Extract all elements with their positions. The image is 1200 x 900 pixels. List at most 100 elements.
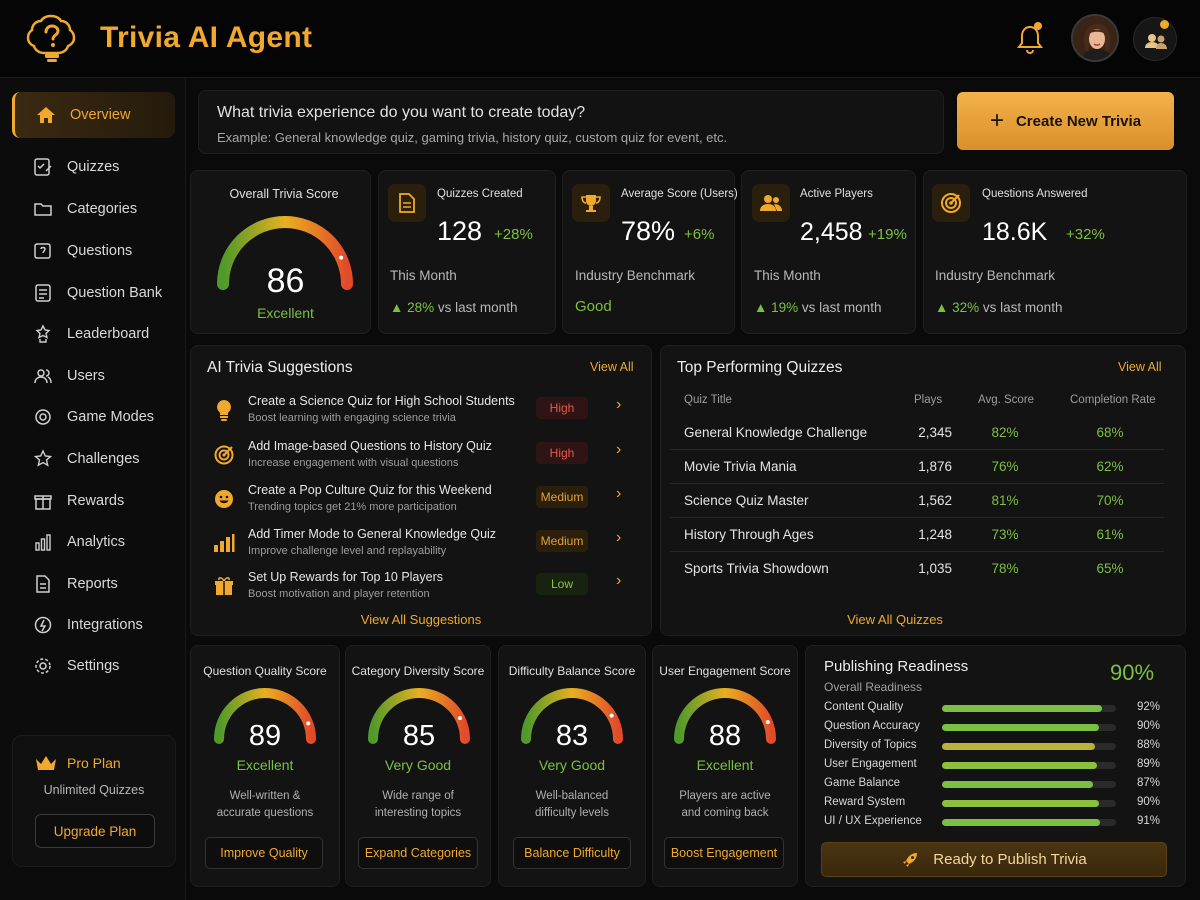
sidebar-item-settings[interactable]: Settings: [12, 643, 175, 689]
sidebar-item-overview[interactable]: Overview: [12, 92, 175, 138]
ready-to-publish-button[interactable]: Ready to Publish Trivia: [821, 842, 1167, 877]
sidebar-item-leaderboard[interactable]: Leaderboard: [12, 311, 175, 357]
readiness-row: Game Balance 87%: [824, 775, 1164, 794]
score-value: 89: [248, 720, 282, 752]
sidebar-item-label: Integrations: [67, 617, 143, 633]
gear-icon: [32, 655, 54, 677]
stat-sub: This Month: [754, 268, 821, 283]
priority-badge: High: [536, 442, 588, 464]
improve-quality-button[interactable]: Improve Quality: [205, 837, 323, 869]
view-all-suggestions-link[interactable]: View All Suggestions: [360, 612, 482, 627]
table-row[interactable]: Sports Trivia Showdown 1,035 78% 65%: [670, 552, 1164, 586]
suggestion-item[interactable]: Add Image-based Questions to History Qui…: [208, 439, 638, 479]
gauge-marker: [457, 716, 462, 721]
suggestion-item[interactable]: Create a Science Quiz for High School St…: [208, 394, 638, 434]
suggestion-item[interactable]: Set Up Rewards for Top 10 Players Boost …: [208, 570, 638, 610]
prompt-example: Example: General knowledge quiz, gaming …: [217, 130, 728, 145]
chevron-right-icon[interactable]: ›: [616, 485, 622, 502]
table-row[interactable]: General Knowledge Challenge 2,345 82% 68…: [670, 416, 1164, 450]
suggestion-item[interactable]: Create a Pop Culture Quiz for this Weeke…: [208, 483, 638, 523]
team-button[interactable]: [1133, 17, 1177, 61]
stat-footer-text: vs last month: [437, 300, 518, 315]
user-avatar[interactable]: [1071, 14, 1119, 62]
score-title: Question Quality Score: [203, 664, 327, 678]
stat-delta: +28%: [494, 226, 533, 243]
chevron-right-icon[interactable]: ›: [616, 529, 622, 546]
sidebar-item-label: Analytics: [67, 534, 126, 550]
readiness-bar-fill: [942, 762, 1097, 769]
sidebar-item-game-modes[interactable]: Game Modes: [12, 394, 175, 440]
top-quizzes-view-all-link[interactable]: View All: [1118, 360, 1162, 374]
suggestion-title: Create a Pop Culture Quiz for this Weeke…: [248, 483, 492, 497]
sidebar-item-question-bank[interactable]: Question Bank: [12, 270, 175, 316]
document-icon: [388, 184, 426, 222]
sidebar-item-label: Reports: [67, 576, 118, 592]
publish-label: Ready to Publish Trivia: [933, 851, 1087, 868]
suggestion-item[interactable]: Add Timer Mode to General Knowledge Quiz…: [208, 527, 638, 567]
table-row[interactable]: Science Quiz Master 1,562 81% 70%: [670, 484, 1164, 518]
suggestion-title: Set Up Rewards for Top 10 Players: [248, 570, 444, 584]
stat-value: 18.6K: [982, 218, 1048, 246]
sidebar-item-questions[interactable]: Questions: [12, 228, 175, 274]
table-row[interactable]: Movie Trivia Mania 1,876 76% 62%: [670, 450, 1164, 484]
sidebar-item-users[interactable]: Users: [12, 353, 175, 399]
readiness-row: User Engagement 89%: [824, 756, 1164, 775]
readiness-bar-fill: [942, 819, 1101, 826]
sidebar-item-label: Users: [67, 368, 105, 384]
stat-footer-text: vs last month: [801, 300, 882, 315]
chevron-right-icon[interactable]: ›: [616, 396, 622, 413]
stat-footer-value: 19%: [771, 300, 799, 315]
plan-subtitle: Unlimited Quizzes: [43, 783, 145, 797]
suggestion-title: Add Image-based Questions to History Qui…: [248, 439, 492, 453]
upgrade-plan-button[interactable]: Upgrade Plan: [35, 814, 155, 848]
completion-cell: 62%: [1096, 459, 1124, 474]
expand-categories-button[interactable]: Expand Categories: [358, 837, 478, 869]
priority-badge: High: [536, 397, 588, 419]
prompt-question: What trivia experience do you want to cr…: [217, 104, 586, 121]
top-quizzes-title: Top Performing Quizzes: [677, 359, 843, 376]
sidebar-item-label: Game Modes: [67, 409, 155, 425]
plays-cell: 1,035: [918, 561, 952, 576]
sidebar-item-categories[interactable]: Categories: [12, 186, 175, 232]
sidebar-item-analytics[interactable]: Analytics: [12, 519, 175, 565]
sidebar-item-quizzes[interactable]: Quizzes: [12, 144, 175, 190]
balance-difficulty-button[interactable]: Balance Difficulty: [513, 837, 631, 869]
column-header-plays: Plays: [914, 394, 943, 406]
score-gauge: [368, 688, 470, 744]
readiness-pct: 90%: [1136, 720, 1160, 732]
suggestion-desc: Increase engagement with visual question…: [248, 457, 459, 469]
plays-cell: 1,248: [918, 527, 952, 542]
view-all-quizzes-link[interactable]: View All Quizzes: [847, 612, 943, 627]
leaderboard-icon: [32, 323, 54, 345]
stat-footer-value: 32%: [952, 300, 980, 315]
overall-score-label: Excellent: [257, 305, 314, 321]
score-desc: Well-written & accurate questions: [190, 788, 340, 822]
chevron-right-icon[interactable]: ›: [616, 572, 622, 589]
completion-cell: 68%: [1096, 425, 1124, 440]
suggestions-view-all-link[interactable]: View All: [590, 360, 634, 374]
score-desc-line: interesting topics: [374, 807, 462, 819]
create-new-trivia-button[interactable]: + Create New Trivia: [957, 92, 1174, 150]
chevron-right-icon[interactable]: ›: [616, 441, 622, 458]
sidebar-item-reports[interactable]: Reports: [12, 561, 175, 607]
stat-delta: +32%: [1066, 226, 1105, 243]
overall-score-value: 86: [266, 262, 305, 300]
plays-cell: 2,345: [918, 425, 952, 440]
sidebar-item-integrations[interactable]: Integrations: [12, 602, 175, 648]
plan-title: Pro Plan: [35, 755, 121, 771]
sidebar-item-rewards[interactable]: Rewards: [12, 478, 175, 524]
lightbulb-icon: [212, 398, 236, 422]
sidebar-item-label: Categories: [67, 201, 138, 217]
trivia-prompt-input[interactable]: What trivia experience do you want to cr…: [198, 90, 944, 154]
table-row[interactable]: History Through Ages 1,248 73% 61%: [670, 518, 1164, 552]
readiness-label: Diversity of Topics: [824, 739, 917, 751]
boost-engagement-button[interactable]: Boost Engagement: [664, 837, 784, 869]
score-desc: Well-balanced difficulty levels: [498, 788, 646, 822]
stat-title: Active Players: [800, 188, 873, 200]
suggestions-title: AI Trivia Suggestions: [207, 359, 353, 376]
score-desc-line: difficulty levels: [535, 807, 609, 819]
readiness-bar-track: [942, 762, 1116, 769]
sidebar-item-challenges[interactable]: Challenges: [12, 436, 175, 482]
readiness-label: Question Accuracy: [824, 720, 920, 732]
readiness-bar-fill: [942, 724, 1099, 731]
